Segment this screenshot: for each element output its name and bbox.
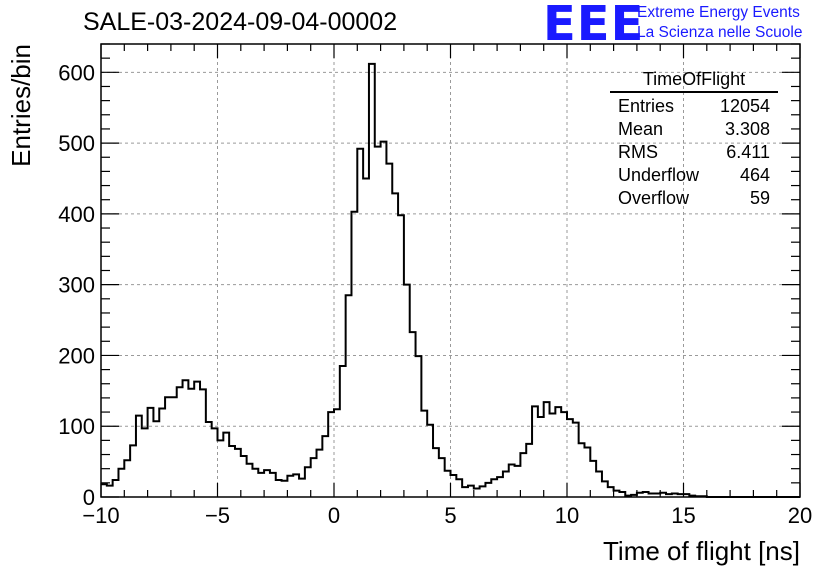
grid-lines	[101, 44, 800, 497]
y-tick-label: 0	[83, 485, 95, 510]
y-tick-label: 300	[58, 273, 95, 298]
stats-row-entries: Entries 12054	[610, 95, 778, 118]
stats-value: 6.411	[726, 142, 770, 162]
stats-label: Underflow	[618, 165, 700, 185]
x-tick-label: 10	[555, 503, 579, 528]
stats-title: TimeOfFlight	[610, 68, 778, 93]
run-title: SALE-03-2024-09-04-00002	[83, 8, 398, 36]
y-tick-label: 500	[58, 131, 95, 156]
stats-label: Entries	[618, 96, 675, 116]
x-tick-label: 0	[328, 503, 340, 528]
y-tick-label: 400	[58, 202, 95, 227]
stats-row-overflow: Overflow 59	[610, 187, 778, 210]
x-tick-label: −5	[205, 503, 230, 528]
histogram-series-line	[101, 62, 800, 498]
stats-value: 464	[739, 165, 770, 185]
stats-value: 3.308	[724, 119, 770, 139]
stats-label: Overflow	[618, 188, 690, 208]
stats-row-mean: Mean 3.308	[610, 118, 778, 141]
y-tick-label: 200	[58, 343, 95, 368]
stats-box: TimeOfFlight Entries 12054 Mean 3.308 RMS 6…	[610, 68, 778, 210]
stats-value: 12054	[719, 96, 770, 116]
y-tick-label: 100	[58, 414, 95, 439]
stats-row-underflow: Underflow 464	[610, 164, 778, 187]
axis-ticks	[100, 43, 801, 498]
x-tick-label: 20	[788, 503, 812, 528]
stats-row-rms: RMS 6.411	[610, 141, 778, 164]
x-axis-label: Time of flight [ns]	[603, 536, 800, 566]
stats-label: RMS	[618, 142, 658, 162]
stats-label: Mean	[618, 119, 664, 139]
y-axis-label: Entries/bin	[6, 44, 36, 167]
eee-logo-icon: EEE	[543, 0, 645, 52]
x-tick-label: 15	[671, 503, 695, 528]
logo-line-2: La Scienza nelle Scuole	[637, 24, 803, 41]
logo-caption: Extreme Energy Events La Scienza nelle S…	[637, 3, 802, 43]
logo-line-1: Extreme Energy Events	[637, 4, 800, 21]
y-tick-label: 600	[58, 60, 95, 85]
stats-value: 59	[749, 188, 770, 208]
x-tick-label: 5	[444, 503, 456, 528]
x-tick-label: −10	[82, 503, 119, 528]
